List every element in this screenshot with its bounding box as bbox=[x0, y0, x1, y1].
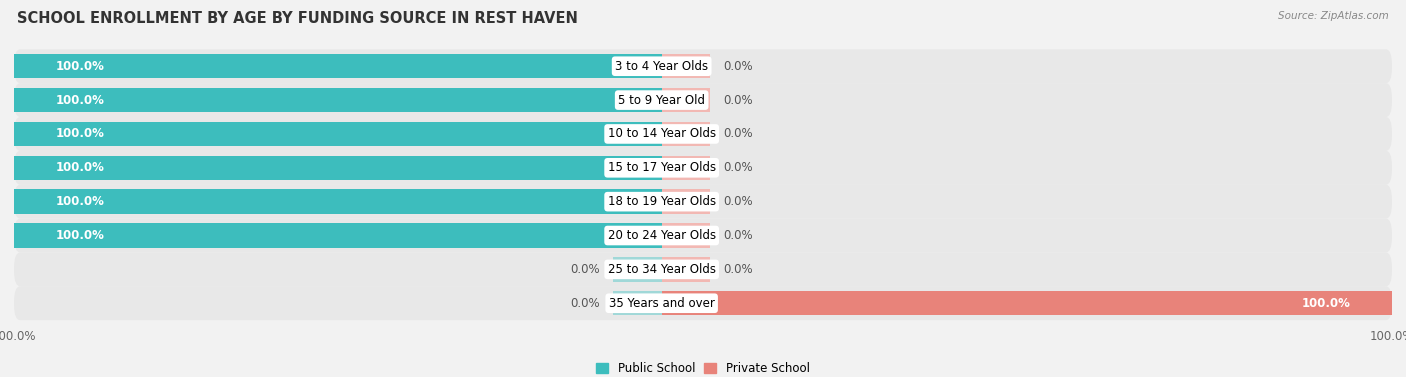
FancyBboxPatch shape bbox=[14, 219, 1392, 253]
Bar bbox=[662, 190, 710, 214]
FancyBboxPatch shape bbox=[14, 253, 1392, 286]
Text: 3 to 4 Year Olds: 3 to 4 Year Olds bbox=[614, 60, 709, 73]
FancyBboxPatch shape bbox=[14, 286, 1392, 320]
Text: 20 to 24 Year Olds: 20 to 24 Year Olds bbox=[607, 229, 716, 242]
Text: 0.0%: 0.0% bbox=[724, 161, 754, 174]
Text: 0.0%: 0.0% bbox=[569, 263, 599, 276]
Bar bbox=[662, 54, 710, 78]
Text: SCHOOL ENROLLMENT BY AGE BY FUNDING SOURCE IN REST HAVEN: SCHOOL ENROLLMENT BY AGE BY FUNDING SOUR… bbox=[17, 11, 578, 26]
Text: 0.0%: 0.0% bbox=[724, 263, 754, 276]
Text: 100.0%: 100.0% bbox=[55, 93, 104, 107]
FancyBboxPatch shape bbox=[14, 151, 1392, 185]
Bar bbox=[14, 223, 662, 248]
Bar bbox=[14, 190, 662, 214]
Text: 35 Years and over: 35 Years and over bbox=[609, 297, 714, 310]
Bar bbox=[613, 257, 662, 282]
Text: 100.0%: 100.0% bbox=[1302, 297, 1351, 310]
Bar bbox=[613, 291, 662, 316]
Text: 100.0%: 100.0% bbox=[55, 161, 104, 174]
Bar bbox=[662, 122, 710, 146]
FancyBboxPatch shape bbox=[14, 185, 1392, 219]
FancyBboxPatch shape bbox=[14, 83, 1392, 117]
Text: Source: ZipAtlas.com: Source: ZipAtlas.com bbox=[1278, 11, 1389, 21]
FancyBboxPatch shape bbox=[14, 117, 1392, 151]
Text: 100.0%: 100.0% bbox=[55, 127, 104, 141]
Text: 0.0%: 0.0% bbox=[724, 127, 754, 141]
Bar bbox=[662, 291, 1392, 316]
Bar bbox=[14, 122, 662, 146]
Bar bbox=[662, 223, 710, 248]
Bar bbox=[662, 88, 710, 112]
Text: 100.0%: 100.0% bbox=[55, 195, 104, 208]
Text: 100.0%: 100.0% bbox=[55, 60, 104, 73]
FancyBboxPatch shape bbox=[14, 49, 1392, 83]
Text: 25 to 34 Year Olds: 25 to 34 Year Olds bbox=[607, 263, 716, 276]
Legend: Public School, Private School: Public School, Private School bbox=[592, 357, 814, 377]
Text: 0.0%: 0.0% bbox=[724, 195, 754, 208]
Bar bbox=[662, 156, 710, 180]
Text: 0.0%: 0.0% bbox=[724, 60, 754, 73]
Bar bbox=[14, 88, 662, 112]
Text: 15 to 17 Year Olds: 15 to 17 Year Olds bbox=[607, 161, 716, 174]
Text: 5 to 9 Year Old: 5 to 9 Year Old bbox=[619, 93, 706, 107]
Bar bbox=[14, 54, 662, 78]
Text: 100.0%: 100.0% bbox=[55, 229, 104, 242]
Text: 18 to 19 Year Olds: 18 to 19 Year Olds bbox=[607, 195, 716, 208]
Text: 10 to 14 Year Olds: 10 to 14 Year Olds bbox=[607, 127, 716, 141]
Bar bbox=[662, 257, 710, 282]
Text: 0.0%: 0.0% bbox=[724, 229, 754, 242]
Text: 0.0%: 0.0% bbox=[724, 93, 754, 107]
Bar bbox=[14, 156, 662, 180]
Text: 0.0%: 0.0% bbox=[569, 297, 599, 310]
